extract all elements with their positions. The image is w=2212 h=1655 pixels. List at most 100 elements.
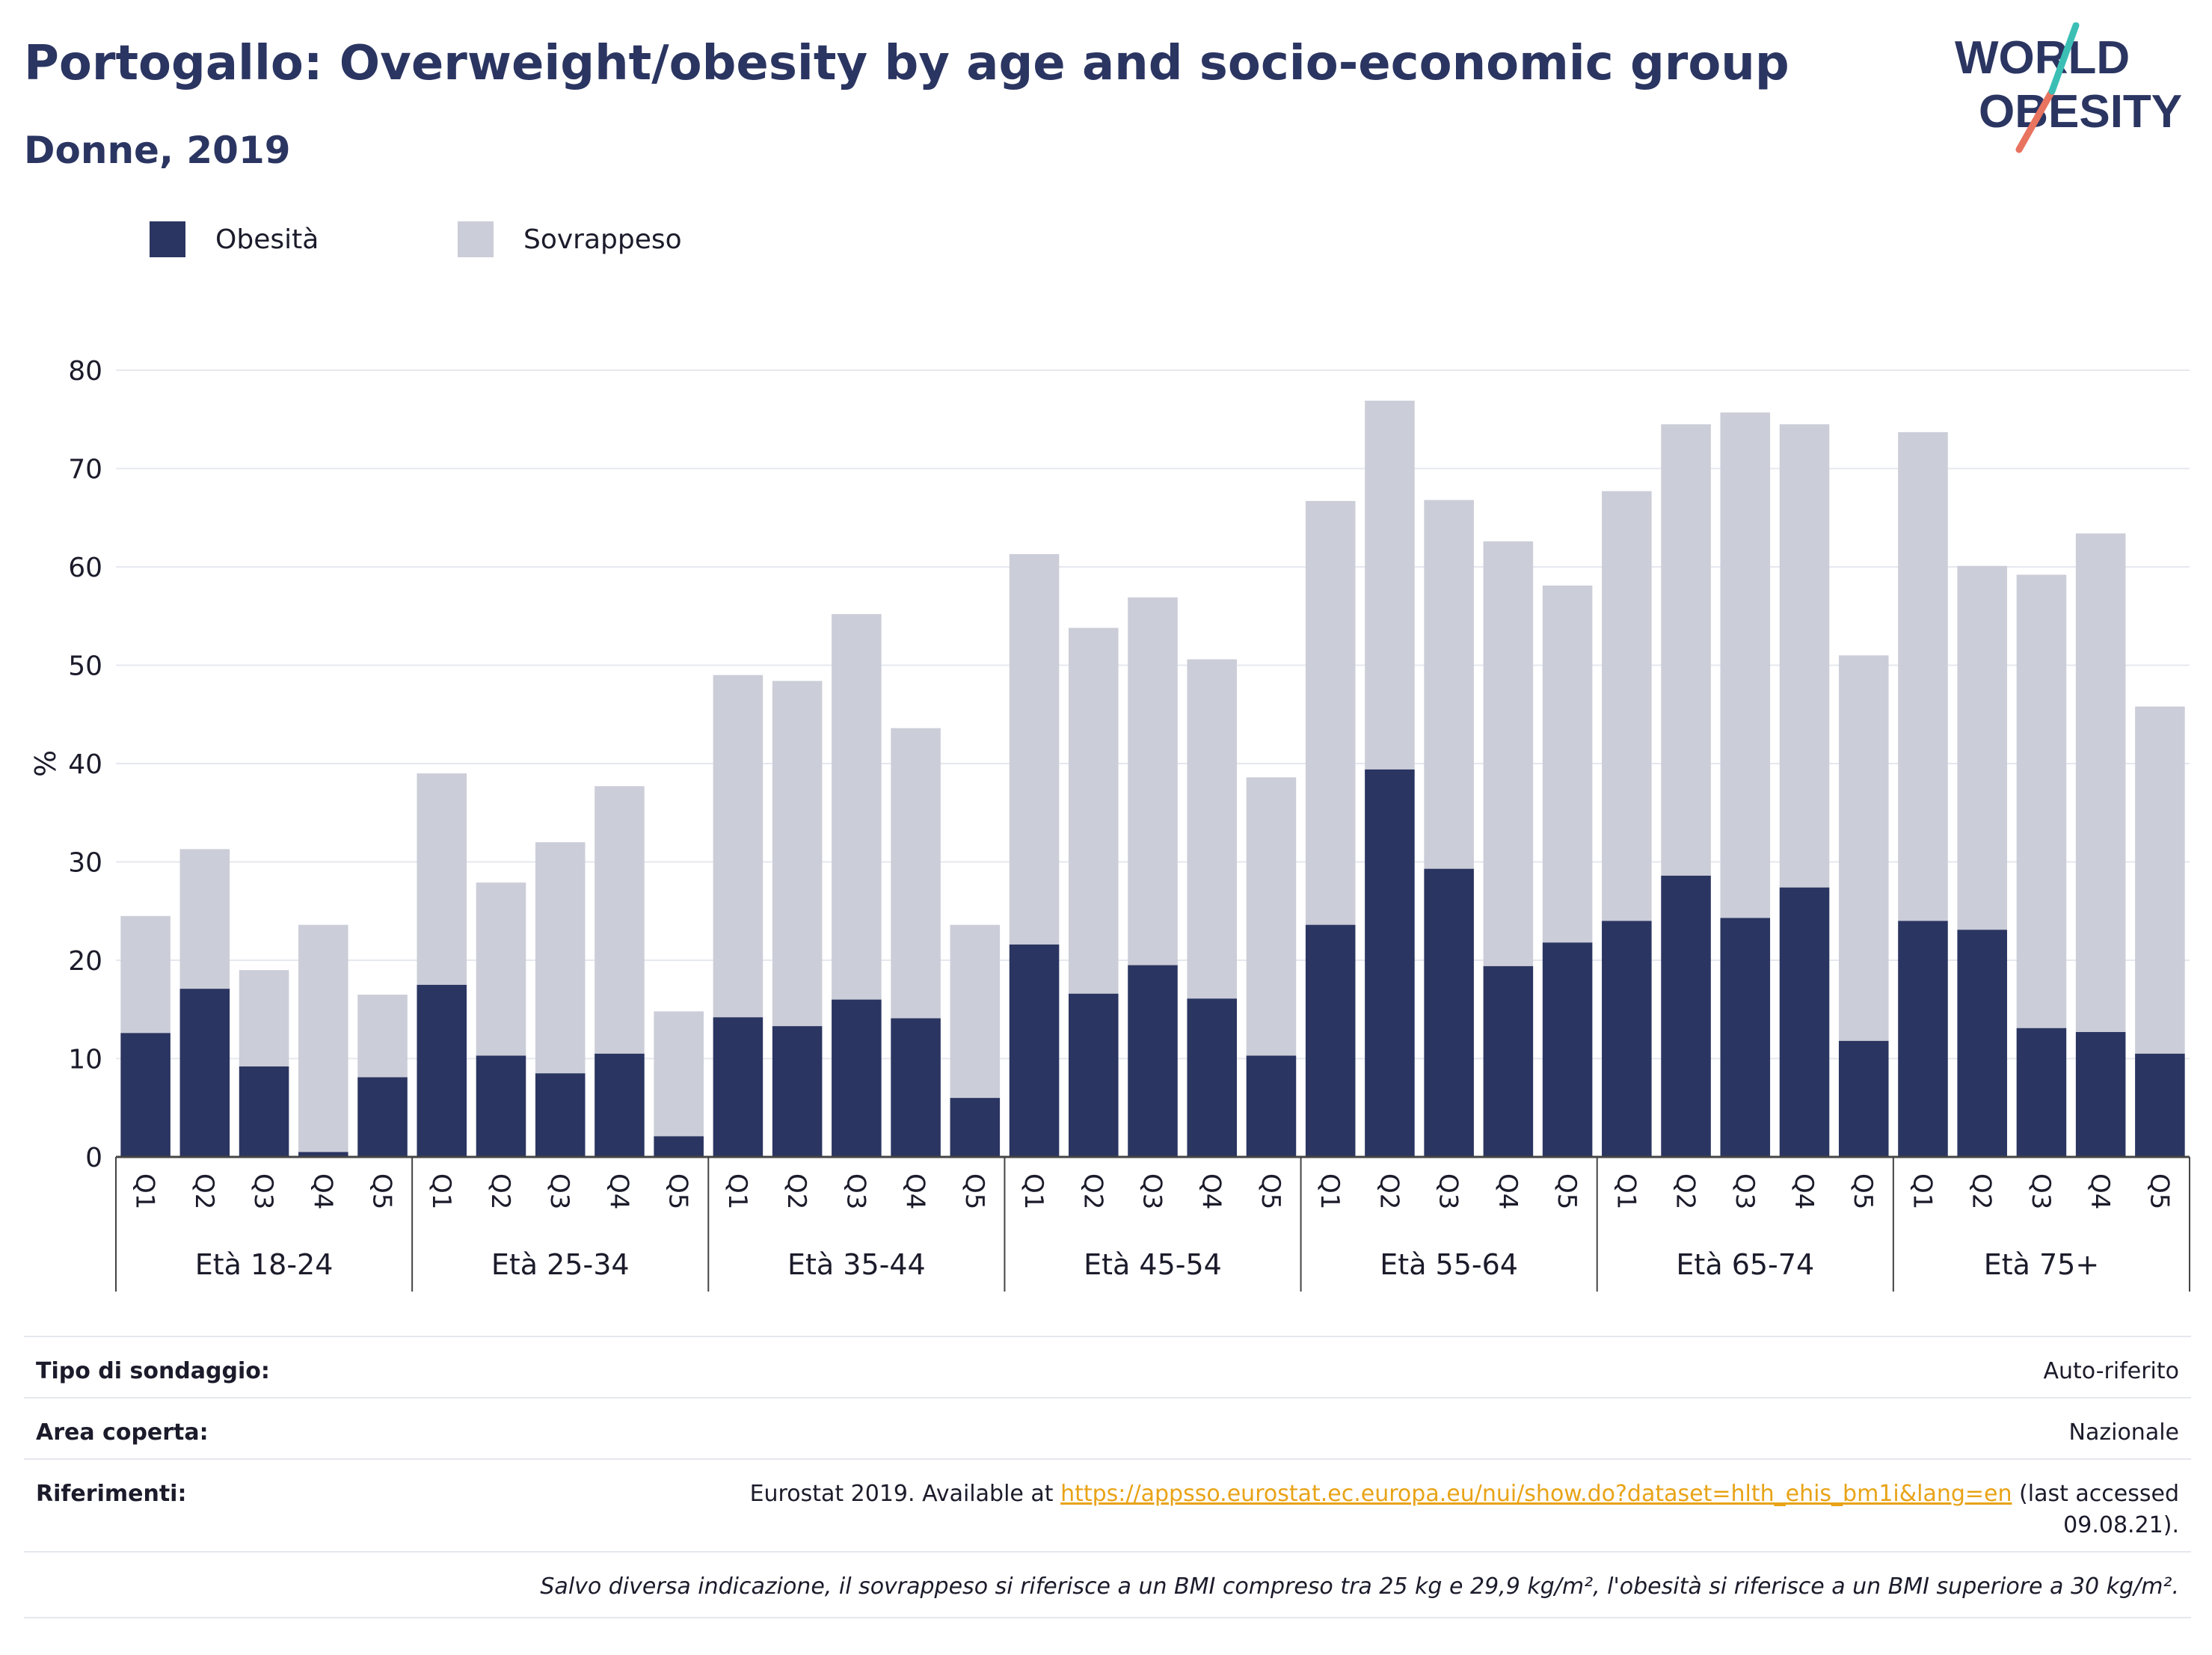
- bar-overweight: [1838, 655, 1889, 1041]
- bar-overweight: [1365, 400, 1415, 770]
- y-tick-label: 50: [68, 651, 102, 682]
- footer-value-survey: Auto-riferito: [2043, 1358, 2179, 1384]
- bar-obesity: [179, 989, 230, 1157]
- bar-obesity: [1187, 998, 1238, 1157]
- bar-overweight: [950, 924, 1001, 1099]
- bar-overweight: [1720, 412, 1771, 918]
- bar-overweight: [417, 773, 467, 985]
- legend-label-obesity: Obesità: [215, 224, 319, 255]
- x-tick-label: Q2: [1671, 1173, 1701, 1209]
- x-tick-label: Q5: [367, 1173, 397, 1209]
- bar-obesity: [950, 1098, 1001, 1157]
- bar-obesity: [1424, 868, 1474, 1157]
- footer-label-survey: Tipo di sondaggio:: [36, 1358, 270, 1384]
- bar-obesity: [535, 1073, 586, 1157]
- group-label: Età 45-54: [1084, 1248, 1222, 1281]
- x-tick-label: Q1: [1315, 1173, 1345, 1209]
- footer-note: Salvo diversa indicazione, il sovrappeso…: [540, 1573, 2179, 1600]
- bar-overweight: [1009, 553, 1060, 945]
- bar-obesity: [1542, 942, 1593, 1157]
- x-tick-label: Q4: [1196, 1173, 1226, 1209]
- bar-obesity: [1128, 965, 1178, 1157]
- bar-obesity: [595, 1053, 645, 1157]
- x-tick-label: Q5: [1552, 1173, 1582, 1209]
- y-tick-label: 0: [85, 1143, 102, 1173]
- bar-obesity: [239, 1066, 289, 1157]
- y-axis-label: %: [29, 750, 62, 777]
- logo-line-2: OBESITY: [1979, 86, 2182, 138]
- bar-obesity: [120, 1033, 170, 1157]
- bar-overweight: [535, 842, 586, 1074]
- references-date: 09.08.21).: [2063, 1512, 2179, 1538]
- world-obesity-logo: WORLD OBESITY: [1955, 22, 2182, 153]
- group-label: Età 35-44: [787, 1248, 926, 1281]
- bar-overweight: [1542, 585, 1593, 943]
- bar-overweight: [1661, 424, 1711, 876]
- bar-overweight: [2135, 706, 2185, 1054]
- y-tick-label: 70: [68, 455, 102, 485]
- footer-label-area: Area coperta:: [36, 1419, 209, 1446]
- bar-obesity: [2016, 1028, 2067, 1157]
- bar-obesity: [891, 1018, 941, 1157]
- bar-chart: 0 10 20 30 40 50 60 70 80% Q1 Q2 Q3 Q4 Q5 Età 18-24 Q1 Q…: [29, 356, 2190, 1292]
- bar-overweight: [713, 675, 764, 1018]
- footer-row-references: Riferimenti: Eurostat 2019. Available at…: [24, 1458, 2191, 1553]
- bar-overweight: [239, 970, 289, 1067]
- x-tick-label: Q2: [1967, 1173, 1997, 1209]
- chart-title: Portogallo: Overweight/obesity by age an…: [24, 36, 1789, 91]
- x-tick-label: Q1: [722, 1173, 752, 1209]
- bar-overweight: [1779, 424, 1830, 888]
- bar-overweight: [179, 849, 230, 989]
- x-tick-label: Q5: [1256, 1173, 1285, 1209]
- bar-obesity: [832, 999, 882, 1157]
- bar-overweight: [357, 995, 408, 1078]
- bar-overweight: [772, 681, 823, 1027]
- bar-obesity: [1957, 930, 2007, 1157]
- bar-obesity: [654, 1136, 704, 1157]
- bar-overweight: [2016, 574, 2067, 1028]
- footer-references-line: Eurostat 2019. Available at https://apps…: [750, 1481, 2179, 1507]
- footer-value-area: Nazionale: [2068, 1419, 2179, 1446]
- bar-overweight: [1424, 500, 1474, 869]
- bar-overweight: [654, 1011, 704, 1137]
- references-prefix: Eurostat 2019. Available at: [749, 1481, 1061, 1507]
- bar-obesity: [1009, 944, 1060, 1157]
- x-tick-label: Q1: [1019, 1173, 1048, 1209]
- x-tick-label: Q3: [1730, 1173, 1760, 1209]
- x-tick-label: Q3: [1434, 1173, 1463, 1209]
- bar-obesity: [1068, 993, 1119, 1157]
- group-label: Età 25-34: [491, 1248, 630, 1281]
- bar-overweight: [891, 728, 941, 1019]
- bar-obesity: [1365, 769, 1415, 1157]
- x-tick-label: Q1: [1611, 1173, 1641, 1209]
- bar-obesity: [713, 1017, 764, 1157]
- bar-obesity: [1779, 887, 1830, 1157]
- bar-obesity: [357, 1077, 408, 1157]
- bar-overweight: [476, 882, 526, 1056]
- x-tick-label: Q1: [426, 1173, 456, 1209]
- x-tick-label: Q1: [130, 1173, 160, 1209]
- x-tick-label: Q4: [900, 1173, 930, 1209]
- footer-row-survey: Tipo di sondaggio: Auto-riferito: [24, 1336, 2191, 1398]
- legend-label-overweight: Sovrappeso: [523, 224, 682, 255]
- bar-overweight: [1068, 627, 1119, 994]
- y-tick-label: 30: [68, 848, 102, 879]
- bar-obesity: [298, 1152, 348, 1157]
- x-tick-label: Q3: [1137, 1173, 1167, 1209]
- x-tick-label: Q4: [603, 1173, 633, 1209]
- legend-swatch-obesity: [150, 221, 185, 257]
- y-tick-label: 40: [68, 749, 102, 780]
- bar-overweight: [1898, 432, 1948, 921]
- bar-obesity: [1602, 921, 1652, 1157]
- x-tick-label: Q2: [485, 1173, 515, 1209]
- x-tick-label: Q2: [1374, 1173, 1404, 1209]
- x-tick-label: Q4: [1493, 1173, 1523, 1209]
- bar-overweight: [1187, 659, 1238, 999]
- bar-overweight: [1957, 565, 2007, 930]
- references-link[interactable]: https://appsso.eurostat.ec.europa.eu/nui…: [1060, 1481, 2012, 1507]
- bar-overweight: [832, 614, 882, 1000]
- legend-item-obesity: Obesità: [150, 221, 319, 257]
- bar-overweight: [1128, 597, 1178, 965]
- x-tick-label: Q2: [1078, 1173, 1107, 1209]
- bar-overweight: [120, 915, 170, 1034]
